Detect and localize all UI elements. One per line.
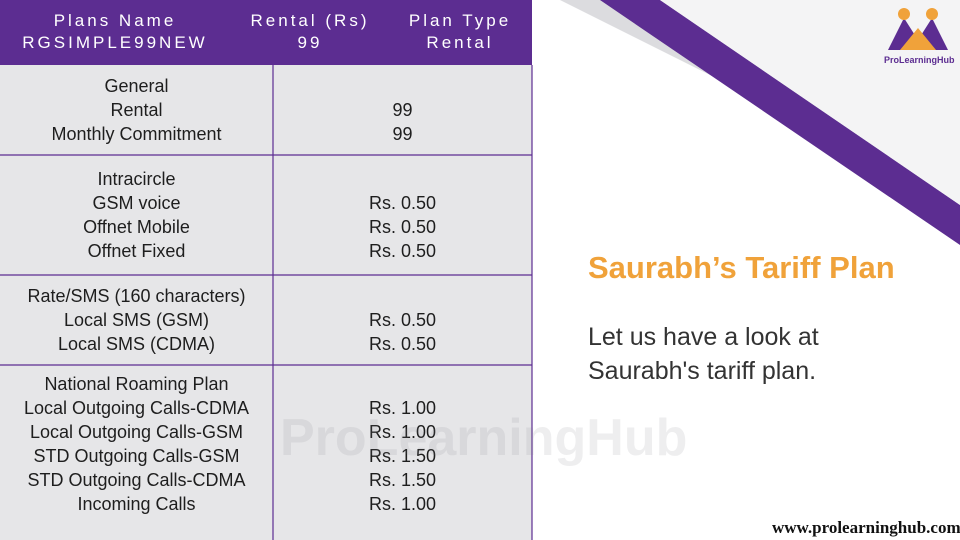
row-value: Rs. 0.50 — [368, 217, 437, 237]
row-labels: General Rental Monthly Commitment — [0, 74, 273, 146]
row-labels: Rate/SMS (160 characters) Local SMS (GSM)… — [0, 284, 273, 356]
row-value: Rs. 0.50 — [368, 310, 437, 330]
row-label: GSM voice — [92, 193, 181, 213]
row-values: 99 99 — [273, 98, 532, 146]
row-value: Rs. 0.50 — [368, 334, 437, 354]
row-labels: Intracircle GSM voice Offnet Mobile Offnet … — [0, 167, 273, 263]
watermark: ProLearningHub — [280, 409, 688, 467]
row-label: Offnet Mobile — [83, 217, 190, 237]
logo-icon — [888, 8, 948, 50]
row-value: Rs. 1.50 — [368, 445, 437, 466]
header-title: Rental (Rs) — [250, 11, 370, 30]
row-label: STD Outgoing Calls-CDMA — [27, 469, 246, 490]
row-label: Local SMS (GSM) — [63, 310, 210, 330]
header-title: Plans Name — [53, 11, 177, 30]
footer-url: www.prolearninghub.com — [772, 518, 960, 537]
row-label: Intracircle — [97, 169, 176, 189]
row-label: Monthly Commitment — [51, 124, 222, 144]
row-value: Rs. 1.00 — [368, 421, 437, 442]
header-value: 99 — [297, 33, 323, 52]
purple-swoosh — [600, 0, 960, 245]
row-label: Local SMS (CDMA) — [57, 334, 216, 354]
header-band — [0, 0, 532, 65]
row-value: Rs. 1.00 — [368, 397, 437, 418]
header-title: Plan Type — [408, 11, 512, 30]
light-swoosh — [660, 0, 960, 205]
row-value: Rs. 0.50 — [368, 193, 437, 213]
row-label: Incoming Calls — [77, 493, 196, 514]
row-label: Offnet Fixed — [87, 241, 186, 261]
header-cell: Plans Name RGSIMPLE99NEW — [22, 10, 207, 54]
row-value: Rs. 1.50 — [368, 469, 437, 490]
row-label: Local Outgoing Calls-GSM — [29, 421, 244, 442]
row-values: Rs. 0.50 Rs. 0.50 — [273, 308, 532, 356]
row-labels: National Roaming Plan Local Outgoing Call… — [0, 372, 273, 516]
slide-title: Saurabh’s Tariff Plan — [588, 250, 895, 285]
logo-text: ProLearningHub — [884, 55, 955, 65]
header-value: RGSIMPLE99NEW — [22, 33, 208, 52]
slide-body: Let us have a look at Saurabh's tariff p… — [588, 323, 819, 385]
row-value: 99 — [392, 100, 413, 120]
header-cell: Rental (Rs) 99 — [251, 10, 370, 54]
row-label: Rate/SMS (160 characters) — [27, 286, 246, 306]
row-label: National Roaming Plan — [44, 373, 229, 394]
row-label: STD Outgoing Calls-GSM — [33, 445, 240, 466]
row-label: General — [104, 76, 169, 96]
row-values: Rs. 0.50 Rs. 0.50 Rs. 0.50 — [273, 191, 532, 263]
row-values: Rs. 1.00 Rs. 1.00 Rs. 1.50 Rs. 1.50 Rs. 1.00 — [273, 396, 532, 516]
row-value: 99 — [392, 124, 413, 144]
row-value: Rs. 0.50 — [368, 241, 437, 261]
table-grid — [0, 65, 533, 540]
row-label: Local Outgoing Calls-CDMA — [23, 397, 250, 418]
header-value: Rental — [426, 33, 494, 52]
row-label: Rental — [110, 100, 163, 120]
header-cell: Plan Type Rental — [409, 10, 511, 54]
row-value: Rs. 1.00 — [368, 493, 437, 514]
